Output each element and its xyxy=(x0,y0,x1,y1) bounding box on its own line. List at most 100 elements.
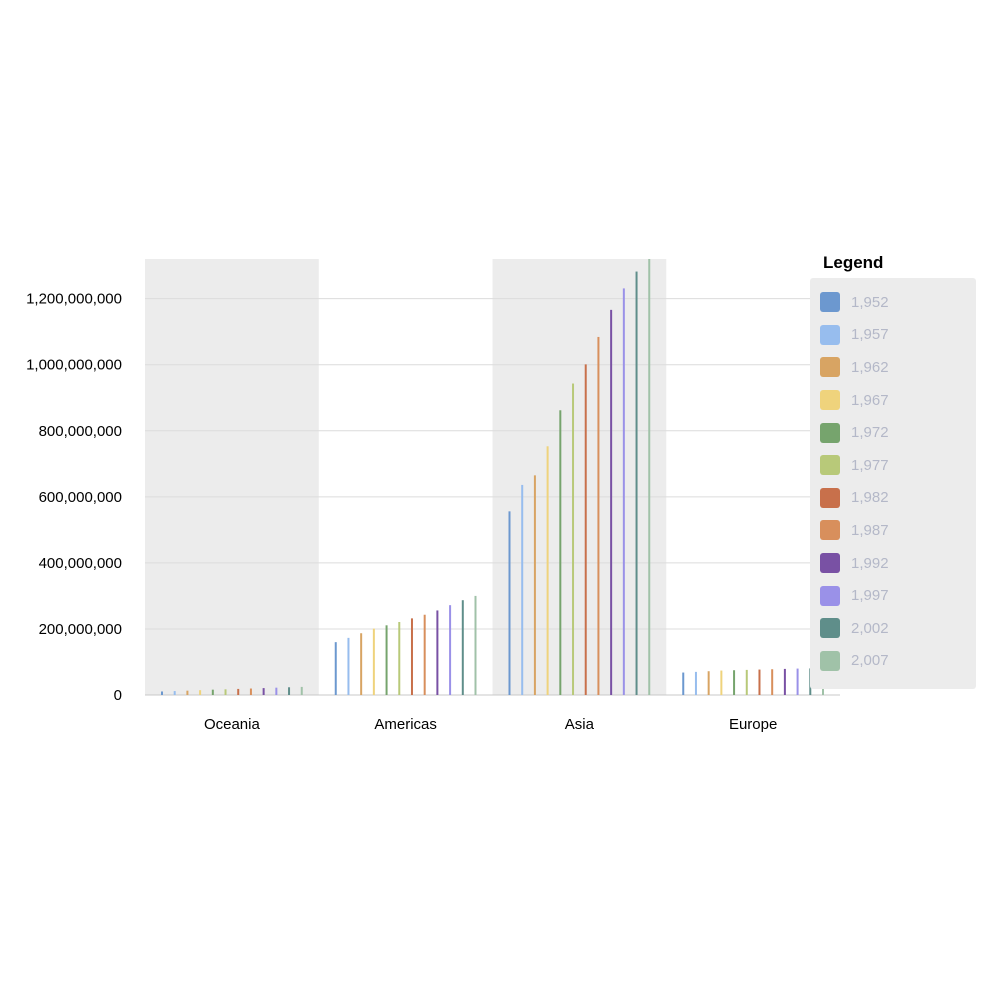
legend-label: 1,952 xyxy=(851,293,889,311)
legend-swatch xyxy=(820,520,840,541)
bar[interactable] xyxy=(758,669,761,695)
bar[interactable] xyxy=(161,691,163,695)
bar[interactable] xyxy=(398,622,401,695)
bar[interactable] xyxy=(622,288,625,695)
gridlines xyxy=(145,298,840,696)
legend-label: 2,002 xyxy=(851,619,889,637)
bar[interactable] xyxy=(334,642,337,695)
y-tick-label: 1,200,000,000 xyxy=(26,291,122,308)
bar[interactable] xyxy=(584,364,587,695)
bar[interactable] xyxy=(461,600,464,695)
bar[interactable] xyxy=(300,686,303,695)
bar[interactable] xyxy=(597,336,600,695)
bar[interactable] xyxy=(262,688,265,695)
bar[interactable] xyxy=(360,633,363,695)
legend-item[interactable]: 1,972 xyxy=(810,416,976,449)
legend-item[interactable]: 1,967 xyxy=(810,384,976,417)
y-tick-label: 400,000,000 xyxy=(39,555,122,572)
legend-swatch xyxy=(820,357,840,378)
bar[interactable] xyxy=(249,688,252,695)
bar[interactable] xyxy=(720,670,723,695)
legend-label: 1,982 xyxy=(851,489,889,507)
bar[interactable] xyxy=(288,687,291,695)
bar[interactable] xyxy=(436,610,439,695)
bar[interactable] xyxy=(682,672,685,695)
category-band xyxy=(492,259,667,695)
bar[interactable] xyxy=(745,669,748,695)
legend-item[interactable]: 1,957 xyxy=(810,319,976,352)
bar[interactable] xyxy=(199,690,202,695)
bar[interactable] xyxy=(546,446,549,695)
legend-swatch xyxy=(820,650,840,671)
bar[interactable] xyxy=(449,605,452,695)
bar[interactable] xyxy=(559,410,562,695)
legend: Legend 1,952 1,957 1,962 1,967 1,972 1,977 1,9… xyxy=(810,250,976,690)
legend-swatch xyxy=(820,618,840,639)
bar[interactable] xyxy=(385,625,388,695)
legend-item[interactable]: 1,987 xyxy=(810,514,976,547)
legend-label: 1,997 xyxy=(851,587,889,605)
category-bands xyxy=(145,259,667,695)
bar[interactable] xyxy=(508,511,511,695)
bar[interactable] xyxy=(474,595,477,695)
bar[interactable] xyxy=(275,687,278,695)
legend-item[interactable]: 2,007 xyxy=(810,645,976,678)
x-tick-label: Americas xyxy=(374,716,437,733)
x-tick-label: Oceania xyxy=(204,716,261,733)
legend-item[interactable]: 1,977 xyxy=(810,449,976,482)
legend-label: 1,972 xyxy=(851,424,889,442)
bar[interactable] xyxy=(521,484,524,695)
legend-box: 1,952 1,957 1,962 1,967 1,972 1,977 1,982 1,987… xyxy=(810,278,976,690)
legend-label: 1,977 xyxy=(851,456,889,474)
bar[interactable] xyxy=(237,688,240,695)
bar[interactable] xyxy=(211,689,214,695)
bar[interactable] xyxy=(347,637,350,695)
bar[interactable] xyxy=(186,690,189,695)
y-tick-label: 200,000,000 xyxy=(39,621,122,638)
legend-swatch xyxy=(820,455,840,476)
legend-swatch xyxy=(820,553,840,574)
legend-label: 2,007 xyxy=(851,652,889,670)
bar[interactable] xyxy=(733,670,736,695)
category-band xyxy=(145,259,319,695)
legend-item[interactable]: 1,982 xyxy=(810,482,976,515)
legend-item[interactable]: 1,962 xyxy=(810,351,976,384)
bar[interactable] xyxy=(610,309,613,695)
bar[interactable] xyxy=(372,628,375,695)
legend-swatch xyxy=(820,585,840,606)
bar[interactable] xyxy=(648,259,651,695)
bar[interactable] xyxy=(410,618,413,695)
legend-label: 1,957 xyxy=(851,326,889,344)
bar[interactable] xyxy=(771,669,774,695)
bar[interactable] xyxy=(533,475,536,695)
legend-swatch xyxy=(820,422,840,443)
legend-swatch xyxy=(820,487,840,508)
legend-item[interactable]: 1,952 xyxy=(810,286,976,319)
legend-item[interactable]: 2,002 xyxy=(810,612,976,645)
bar[interactable] xyxy=(224,689,227,695)
legend-label: 1,967 xyxy=(851,391,889,409)
bar[interactable] xyxy=(694,671,697,695)
bar[interactable] xyxy=(707,671,710,695)
y-tick-label: 1,000,000,000 xyxy=(26,357,122,374)
bar[interactable] xyxy=(635,271,638,695)
legend-label: 1,992 xyxy=(851,554,889,572)
x-axis-ticks: Oceania Americas Asia Europe xyxy=(204,716,777,733)
legend-label: 1,987 xyxy=(851,521,889,539)
legend-item[interactable]: 1,997 xyxy=(810,579,976,612)
y-axis-ticks: 0 200,000,000 400,000,000 600,000,000 800,00… xyxy=(26,291,122,704)
bar[interactable] xyxy=(783,668,786,695)
y-tick-label: 0 xyxy=(114,687,122,704)
legend-item[interactable]: 1,992 xyxy=(810,547,976,580)
legend-swatch xyxy=(820,324,840,345)
y-tick-label: 600,000,000 xyxy=(39,489,122,506)
bar[interactable] xyxy=(796,668,799,695)
bar[interactable] xyxy=(423,614,426,695)
legend-title: Legend xyxy=(823,253,884,272)
y-tick-label: 800,000,000 xyxy=(39,423,122,440)
x-tick-label: Europe xyxy=(729,716,777,733)
legend-label: 1,962 xyxy=(851,358,889,376)
bar[interactable] xyxy=(572,383,575,695)
bar[interactable] xyxy=(173,691,176,695)
